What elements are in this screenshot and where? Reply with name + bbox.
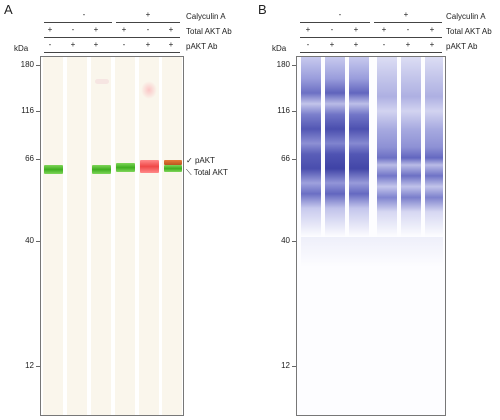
panel-a-band-total-akt [92,165,111,174]
panel-b-lane-tail [301,237,443,267]
panel-a-band-pakt [140,160,159,173]
panel-a-total-lane5: - [146,25,150,34]
panel-b-blot [296,56,446,416]
panel-a-faint-smear [141,81,157,99]
panel-b-total-lane4: + [381,25,387,34]
panel-a-band-total-akt [116,163,135,172]
panel-a-total-lane2: - [71,25,75,34]
panel-a-row-label-calyculin: Calyculin A [186,12,226,21]
panel-a-annot-total-label: Total AKT [193,168,228,177]
panel-b-pakt-lane1: - [306,40,310,49]
panel-b-tickmark-66 [292,159,296,160]
panel-a-tick-66: 66 [25,154,34,163]
panel-a-lane [91,57,111,415]
panel-a-row-label-total: Total AKT Ab [186,27,232,36]
panel-a-tick-116: 116 [21,106,34,115]
panel-a-tickmark-12 [36,366,40,367]
panel-a-annot-pakt-tick: ✓ [186,156,195,165]
panel-b-kda-label: kDa [272,44,287,53]
panel-b-pakt-lane4: - [382,40,386,49]
panel-a-annot-pakt: ✓ pAKT [186,156,215,165]
panel-b-total-lane6: + [429,25,435,34]
panel-a-calyculin-plus: + [145,10,151,19]
panel-a-lane [43,57,63,415]
panel-b-letter: B [258,2,267,17]
panel-b-total-lane3: + [353,25,359,34]
panel-a-tickmark-66 [36,159,40,160]
panel-b-total-rule [300,37,442,38]
panel-b-pakt-lane2: + [329,40,335,49]
panel-a-pakt-lane4: - [122,40,126,49]
panel-a-pakt-lane5: + [145,40,151,49]
panel-b-pakt-lane3: + [353,40,359,49]
panel-b-lane-stain [401,57,421,237]
panel-a-kda-label: kDa [14,44,29,53]
panel-b-pakt-lane5: + [405,40,411,49]
panel-a-tickmark-40 [36,241,40,242]
panel-a-calyculin-minus: - [82,10,86,19]
panel-b-row-label-calyculin: Calyculin A [446,12,486,21]
panel-b-row-label-total: Total AKT Ab [446,27,492,36]
panel-b-calyculin-rule-minus [300,22,370,23]
panel-b-lane-stain [301,57,321,237]
panel-a-pakt-lane1: - [48,40,52,49]
panel-a-tick-40: 40 [25,236,34,245]
panel-a-lane [162,57,182,415]
panel-a-faint-smear [95,79,109,84]
panel-b-pakt-lane6: + [429,40,435,49]
panel-a-total-lane1: + [47,25,53,34]
panel-a-total-lane4: + [121,25,127,34]
panel-b-lane-stain [377,57,397,237]
panel-a-pakt-rule [44,52,180,53]
panel-b-tick-116: 116 [277,106,290,115]
panel-b-lane-stain [325,57,345,237]
panel-b-tickmark-116 [292,111,296,112]
panel-a-tickmark-180 [36,65,40,66]
panel-a-annot-total: ⟍ Total AKT [186,168,228,178]
panel-a-calyculin-rule-plus [116,22,180,23]
panel-a-blot [40,56,184,416]
panel-a-pakt-lane3: + [93,40,99,49]
panel-b-calyculin-rule-plus [374,22,442,23]
panel-b-total-lane5: - [406,25,410,34]
panel-a-lane [67,57,87,415]
panel-b-tick-40: 40 [281,236,290,245]
panel-a-calyculin-rule-minus [44,22,112,23]
panel-a-annot-total-tick: ⟍ [186,168,194,177]
panel-b-calyculin-minus: - [338,10,342,19]
panel-a-pakt-lane6: + [168,40,174,49]
panel-b-tickmark-40 [292,241,296,242]
panel-b-lane-stain [425,57,443,237]
panel-a-total-lane3: + [93,25,99,34]
panel-b-tick-12: 12 [281,361,290,370]
panel-a-band-pakt [164,160,182,165]
panel-a-band-total-akt [44,165,63,174]
panel-a-tick-12: 12 [25,361,34,370]
panel-b-pakt-rule [300,52,442,53]
panel-b-row-label-pakt: pAKT Ab [446,42,478,51]
panel-a-band-total-akt [164,165,182,172]
panel-a-lane [115,57,135,415]
panel-b-tick-66: 66 [281,154,290,163]
panel-a-total-lane6: + [168,25,174,34]
panel-b-tick-180: 180 [276,60,290,69]
panel-b-tickmark-180 [292,65,296,66]
panel-a-pakt-lane2: + [70,40,76,49]
panel-b-total-lane2: - [330,25,334,34]
panel-a-total-rule [44,37,180,38]
panel-a-row-label-pakt: pAKT Ab [186,42,218,51]
panel-a-tickmark-116 [36,111,40,112]
panel-a-annot-pakt-label: pAKT [194,156,215,165]
panel-a-letter: A [4,2,13,17]
panel-a-tick-180: 180 [20,60,34,69]
panel-b-total-lane1: + [305,25,311,34]
panel-b-tickmark-12 [292,366,296,367]
panel-b-calyculin-plus: + [403,10,409,19]
panel-b-lane-stain [349,57,369,237]
panel-a-lane [139,57,159,415]
